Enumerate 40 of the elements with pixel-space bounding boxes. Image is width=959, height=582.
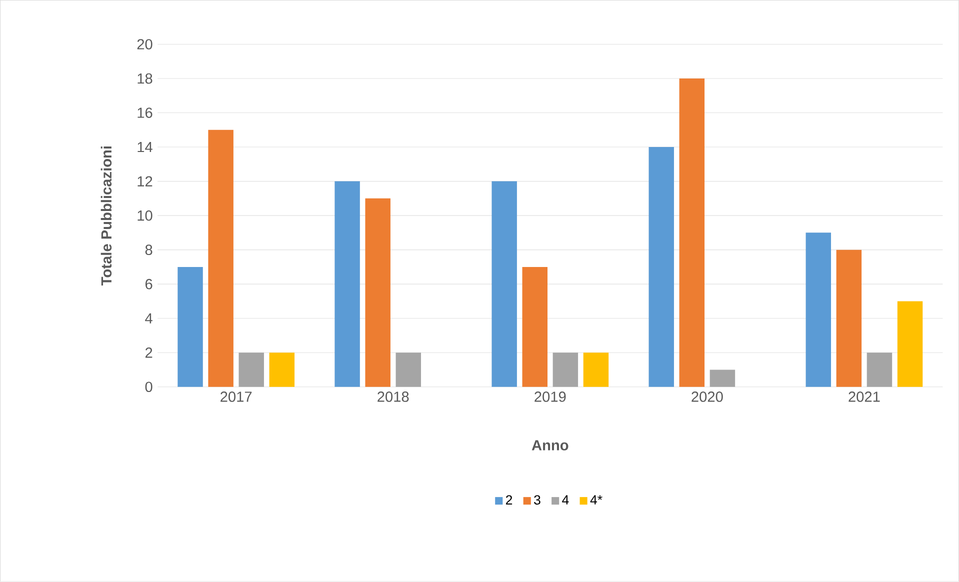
x-tick-label: 2021 — [848, 392, 880, 402]
y-tick-label: 8 — [145, 244, 152, 256]
bar — [583, 352, 609, 387]
legend-label: 4 — [562, 495, 569, 505]
bar — [365, 198, 390, 387]
y-tick-label: 14 — [138, 142, 152, 152]
y-tick-label: 0 — [145, 382, 152, 392]
y-axis-title: Totale Pubblicazioni — [100, 146, 112, 286]
x-tick-label: 2017 — [220, 392, 252, 402]
x-tick-label: 2020 — [692, 392, 723, 402]
y-tick-label: 18 — [138, 73, 152, 84]
bar — [178, 267, 203, 387]
legend-label: 2 — [506, 495, 512, 505]
bar — [866, 352, 892, 387]
x-tick-label: 2018 — [378, 392, 409, 402]
y-tick-label: 6 — [146, 279, 152, 290]
bar — [897, 301, 923, 387]
bar — [208, 130, 234, 387]
y-tick-label: 12 — [138, 176, 152, 187]
y-tick-label: 2 — [145, 348, 152, 358]
y-tick-label: 10 — [138, 210, 152, 221]
y-tick-label: 20 — [137, 39, 152, 50]
bar — [396, 352, 422, 387]
bar — [334, 181, 360, 387]
bar — [269, 352, 295, 387]
x-axis-title: Anno — [532, 440, 568, 451]
bar — [679, 78, 705, 387]
bar — [806, 232, 832, 387]
bar — [238, 352, 264, 387]
bar — [552, 352, 578, 387]
bar — [648, 147, 674, 387]
y-tick-label: 4 — [145, 313, 152, 324]
bar — [522, 267, 548, 387]
bar — [710, 370, 736, 387]
y-tick-label: 16 — [138, 108, 152, 118]
bar — [836, 250, 862, 387]
legend-label: 3 — [534, 495, 540, 505]
x-tick-label: 2019 — [534, 392, 566, 402]
legend-label: 4* — [590, 495, 602, 505]
bar — [492, 181, 517, 387]
